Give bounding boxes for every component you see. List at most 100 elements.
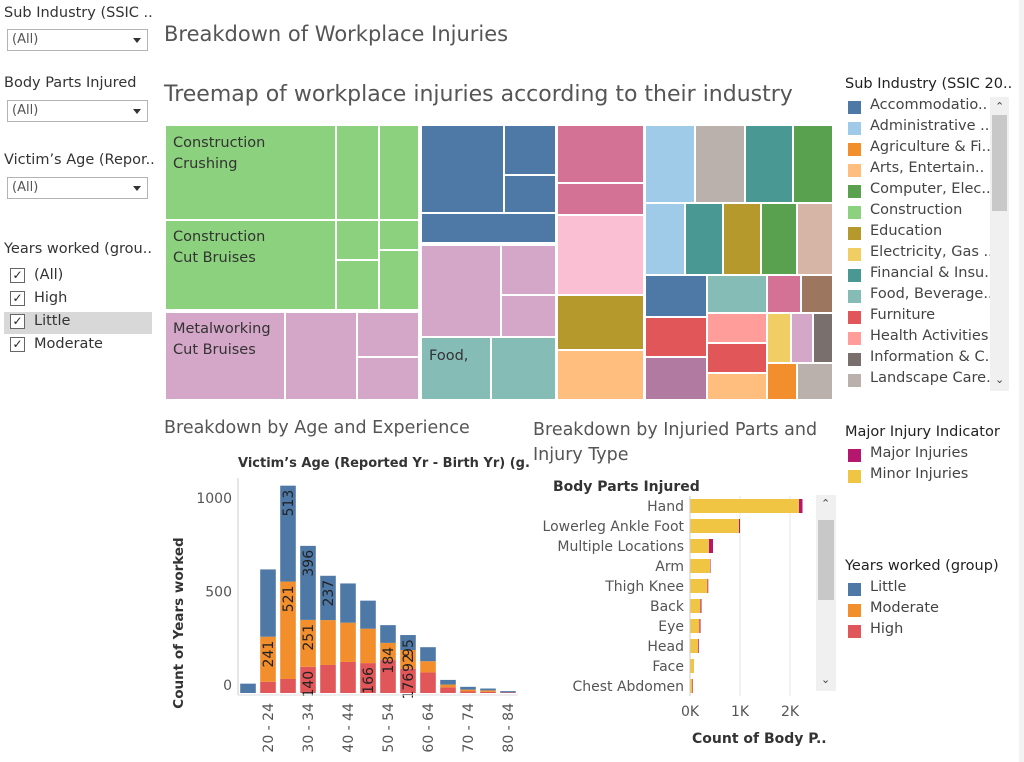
treemap-cell[interactable]	[491, 337, 556, 400]
treemap-cell-construction-cut[interactable]	[165, 220, 336, 310]
treemap-cell[interactable]	[501, 295, 556, 337]
treemap-cell[interactable]	[767, 363, 797, 400]
treemap-cell-construction-crushing[interactable]	[165, 125, 336, 220]
treemap-cell[interactable]	[723, 203, 761, 275]
treemap-cell[interactable]	[767, 313, 791, 363]
treemap-cell[interactable]	[791, 313, 813, 363]
treemap-cell[interactable]	[685, 203, 723, 275]
sub-industry-legend-item-label: Landscape Care..	[870, 370, 990, 386]
sub-industry-legend-item-label: Furniture	[870, 307, 936, 323]
years-legend-item[interactable]: High	[848, 621, 1008, 642]
treemap-cell-food[interactable]	[421, 337, 491, 400]
sub-industry-legend-item[interactable]: Computer, Elec..	[848, 181, 990, 202]
sub-industry-legend-item[interactable]: Health Activities	[848, 328, 990, 349]
treemap-cell[interactable]	[797, 363, 833, 400]
sub-industry-legend-item[interactable]: Construction	[848, 202, 990, 223]
sub-industry-legend-item[interactable]: Furniture	[848, 307, 990, 328]
scroll-thumb[interactable]	[818, 520, 834, 600]
chart-scrollbar[interactable]: ⌃ ⌄	[816, 495, 836, 691]
treemap-cell[interactable]	[501, 245, 556, 295]
treemap-cell[interactable]	[745, 125, 793, 203]
treemap-cell[interactable]	[645, 357, 707, 400]
sub-industry-dropdown[interactable]: (All)	[7, 29, 148, 51]
treemap-cell[interactable]	[645, 317, 707, 357]
treemap-cell[interactable]	[707, 373, 767, 400]
treemap-cell[interactable]	[707, 313, 767, 343]
treemap-cell[interactable]	[797, 203, 833, 275]
major-injury-legend-item[interactable]: Major Injuries	[848, 445, 1008, 466]
treemap-cell[interactable]	[557, 295, 644, 350]
treemap[interactable]: Construction Crushing Construction Cut B…	[165, 125, 833, 400]
years-legend-item[interactable]: Little	[848, 579, 1008, 600]
years-worked-option-little[interactable]: ✓ Little	[4, 312, 152, 334]
chevron-down-icon[interactable]: ⌄	[821, 673, 831, 686]
checkbox-checked-icon[interactable]: ✓	[10, 314, 25, 329]
option-label: Little	[34, 313, 71, 329]
treemap-cell[interactable]	[793, 125, 833, 203]
dashboard-scrollbar[interactable]	[1019, 0, 1024, 762]
treemap-cell[interactable]	[801, 275, 833, 313]
treemap-cell[interactable]	[379, 250, 419, 310]
sub-industry-legend-item[interactable]: Food, Beverage..	[848, 286, 990, 307]
chevron-up-icon[interactable]: ⌃	[995, 100, 1005, 113]
treemap-cell[interactable]	[336, 260, 379, 310]
sub-industry-legend-item[interactable]: Accommodatio..	[848, 97, 990, 118]
treemap-cell[interactable]	[557, 183, 644, 215]
years-worked-option-all[interactable]: ✓ (All)	[4, 266, 152, 288]
sub-industry-legend-item[interactable]: Electricity, Gas ..	[848, 244, 990, 265]
years-worked-legend[interactable]: Little Moderate High	[848, 579, 1018, 645]
treemap-cell[interactable]	[421, 245, 501, 337]
sub-industry-legend-item[interactable]: Information & C..	[848, 349, 990, 370]
chevron-up-icon[interactable]: ⌃	[821, 497, 831, 510]
parts-chart[interactable]: Body Parts Injured 0K 1K 2K Hand Lowerleg Ank…	[530, 472, 840, 752]
years-worked-option-moderate[interactable]: ✓ Moderate	[4, 335, 152, 357]
treemap-cell[interactable]	[357, 357, 419, 400]
major-injury-legend-item[interactable]: Minor Injuries	[848, 466, 1008, 487]
years-legend-item[interactable]: Moderate	[848, 600, 1008, 621]
treemap-cell[interactable]	[336, 220, 379, 260]
treemap-cell[interactable]	[557, 215, 644, 295]
treemap-cell[interactable]	[504, 175, 556, 213]
scroll-thumb[interactable]	[992, 115, 1007, 211]
major-injury-legend[interactable]: Major Injuries Minor Injuries	[848, 445, 1018, 489]
treemap-cell[interactable]	[645, 203, 685, 275]
treemap-cell[interactable]	[813, 313, 833, 363]
treemap-cell[interactable]	[707, 275, 767, 313]
legend-scrollbar[interactable]: ⌃ ⌄	[990, 97, 1009, 391]
years-worked-option-high[interactable]: ✓ High	[4, 289, 152, 311]
sub-industry-legend-item[interactable]: Agriculture & Fi..	[848, 139, 990, 160]
parts-bar-major-injuries	[698, 639, 699, 653]
treemap-cell[interactable]	[285, 312, 357, 400]
checkbox-checked-icon[interactable]: ✓	[10, 291, 25, 306]
chevron-down-icon[interactable]: ⌄	[995, 373, 1005, 386]
treemap-cell[interactable]	[504, 125, 556, 175]
sub-industry-legend-item[interactable]: Financial & Insu..	[848, 265, 990, 286]
sub-industry-legend-item[interactable]: Administrative ..	[848, 118, 990, 139]
treemap-cell[interactable]	[379, 220, 419, 250]
treemap-cell[interactable]	[379, 125, 419, 220]
treemap-cell[interactable]	[767, 275, 801, 313]
sub-industry-legend-item[interactable]: Arts, Entertain..	[848, 160, 990, 181]
treemap-cell[interactable]	[707, 343, 767, 373]
treemap-cell[interactable]	[421, 125, 504, 213]
treemap-cell[interactable]	[557, 350, 644, 400]
treemap-cell-metalworking-cut[interactable]	[165, 312, 285, 400]
treemap-cell[interactable]	[645, 125, 695, 203]
sub-industry-legend[interactable]: Accommodatio.. Administrative .. Agricultu…	[848, 97, 990, 391]
treemap-cell[interactable]	[557, 125, 644, 183]
treemap-cell[interactable]	[357, 312, 419, 357]
checkbox-checked-icon[interactable]: ✓	[10, 268, 25, 283]
sub-industry-legend-item[interactable]: Education	[848, 223, 990, 244]
treemap-cell[interactable]	[421, 213, 556, 243]
sub-industry-legend-item[interactable]: Landscape Care..	[848, 370, 990, 391]
treemap-cell[interactable]	[336, 125, 379, 220]
body-parts-dropdown[interactable]: (All)	[7, 100, 148, 122]
color-swatch	[848, 227, 861, 240]
age-chart[interactable]: Victim’s Age (Reported Yr - Birth Yr) (g…	[160, 448, 530, 758]
treemap-cell[interactable]	[761, 203, 797, 275]
treemap-cell[interactable]	[645, 275, 707, 317]
victim-age-dropdown[interactable]: (All)	[7, 177, 148, 199]
sub-industry-legend-item-label: Electricity, Gas ..	[870, 244, 990, 260]
treemap-cell[interactable]	[695, 125, 745, 203]
checkbox-checked-icon[interactable]: ✓	[10, 337, 25, 352]
